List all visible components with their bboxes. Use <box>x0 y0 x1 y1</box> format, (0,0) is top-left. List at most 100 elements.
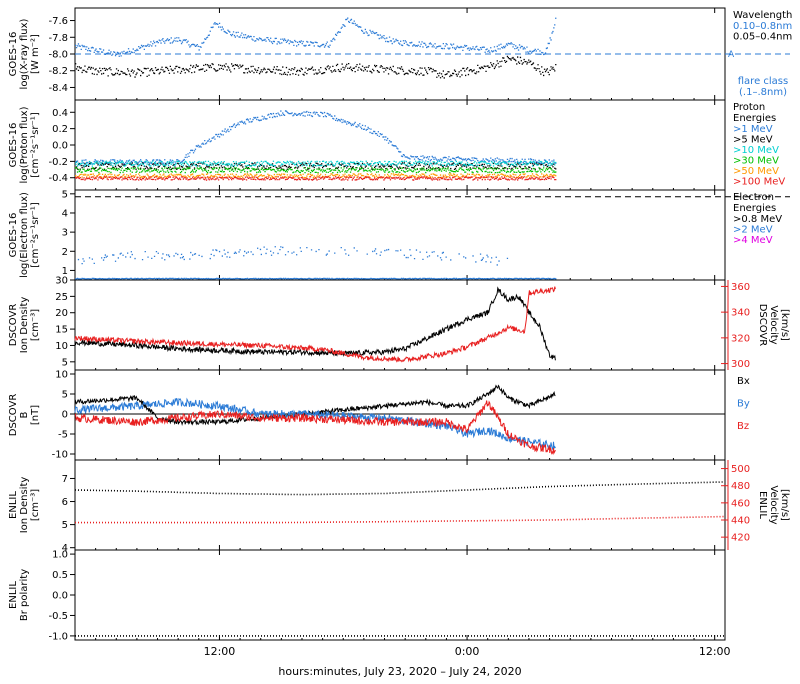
y2tick-label-enlil_density-0: 500 <box>731 464 750 475</box>
ylabel-proton-2: [cm⁻²s⁻¹sr⁻¹] <box>30 112 41 178</box>
ytick-label-dscovr_b-2: 0 <box>62 410 68 421</box>
series-points-proton-5 <box>75 176 557 181</box>
ytick-label-dscovr_density-4: 10 <box>55 341 68 352</box>
ytick-label-proton-3: -0.2 <box>48 157 68 168</box>
legend-entry-xray-0: 0.10–0.8nm <box>733 21 792 32</box>
legend-entry-proton-5: >100 MeV <box>733 177 785 188</box>
ytick-label-xray-1: -7.8 <box>48 33 68 44</box>
ylabel-enlil_polarity-0: ENLIL <box>8 581 19 609</box>
series-line-enlil_density-1 <box>75 515 725 524</box>
series-points-electron-0 <box>77 246 509 266</box>
legend-entry-proton-0: >1 MeV <box>733 124 773 135</box>
panel-frame-electron <box>74 189 726 281</box>
series-line-enlil_density-0 <box>75 481 725 496</box>
y2tick-label-enlil_density-3: 440 <box>731 516 750 527</box>
series-electron-0 <box>77 246 509 266</box>
series-proton-4 <box>75 173 557 179</box>
y2label-enlil_density-2: [km/s] <box>779 489 790 521</box>
ytick-label-xray-4: -8.4 <box>48 83 68 94</box>
ylabel-dscovr_b-0: DSCOVR <box>8 394 19 437</box>
legend-entry-electron-2: >4 MeV <box>733 235 773 246</box>
y2tick-label-enlil_density-1: 480 <box>731 481 750 492</box>
ytick-label-proton-1: 0.2 <box>52 124 68 135</box>
ytick-label-dscovr_density-1: 25 <box>55 292 68 303</box>
legend-entry-xray-1: 0.05–0.4nm <box>733 32 792 43</box>
ytick-label-xray-2: -8.0 <box>48 50 68 61</box>
series-points-xray-1 <box>75 55 557 79</box>
series-points-proton-4 <box>75 173 557 179</box>
ytick-label-enlil_density-1: 6 <box>62 497 68 508</box>
ytick-label-electron-0: 5 <box>62 189 68 200</box>
ytick-label-proton-2: 0.0 <box>52 141 68 152</box>
ytick-label-proton-4: -0.4 <box>48 173 68 184</box>
y2label-enlil_density-1: Velocity <box>768 485 779 524</box>
ytick-label-electron-3: 2 <box>62 247 68 258</box>
legend-entry-electron-1: >2 MeV <box>733 225 773 236</box>
series-points-proton-2 <box>75 160 557 167</box>
x-axis-label: hours:minutes, July 23, 2020 – July 24, … <box>278 665 521 678</box>
legend-title-xray-0: Wavelength <box>733 10 792 21</box>
ytick-label-enlil_polarity-3: -0.5 <box>48 611 68 622</box>
ylabel-electron-1: log(Electron flux) <box>19 192 30 278</box>
ytick-label-xray-0: -7.6 <box>48 16 68 27</box>
y2label-dscovr_density-0: DSCOVR <box>757 304 768 347</box>
legend-title-proton-1: Energies <box>733 113 776 124</box>
ylabel-dscovr_b-2: [nT] <box>30 405 41 425</box>
series-dscovr_b-2 <box>74 400 556 456</box>
y2tick-label-dscovr_density-3: 300 <box>731 359 750 370</box>
ylabel-xray-1: log(X-ray flux) <box>19 18 30 89</box>
ytick-label-enlil_polarity-2: 0.0 <box>52 591 68 602</box>
panel-frame-enlil_polarity <box>74 549 726 641</box>
xtick-label-0: 12:00 <box>204 645 236 658</box>
series-points-xray-0 <box>75 17 557 57</box>
series-line-dscovr_b-2 <box>74 400 556 456</box>
ytick-label-dscovr_density-5: 5 <box>62 357 68 368</box>
ytick-label-dscovr_density-3: 15 <box>55 325 68 336</box>
y2label-enlil_density-0: ENLIL <box>757 491 768 519</box>
y2tick-label-enlil_density-2: 460 <box>731 498 750 509</box>
ytick-label-electron-4: 1 <box>62 266 68 277</box>
ytick-label-enlil_density-2: 5 <box>62 520 68 531</box>
ylabel-electron-0: GOES-16 <box>8 213 19 258</box>
ylabel-proton-1: log(Proton flux) <box>19 106 30 183</box>
ylabel-dscovr_density-2: [cm⁻³] <box>30 309 41 341</box>
ylabel-proton-0: GOES-16 <box>8 123 19 168</box>
ytick-label-enlil_polarity-0: 1.0 <box>52 550 68 561</box>
series-points-proton-0 <box>75 110 557 166</box>
ytick-label-dscovr_b-4: -10 <box>52 450 68 461</box>
ylabel-dscovr_density-0: DSCOVR <box>8 304 19 347</box>
legend-entry-proton-3: >30 MeV <box>733 156 779 167</box>
ylabel-enlil_polarity-1: Br polarity <box>19 569 30 621</box>
y2tick-label-dscovr_density-0: 360 <box>731 282 750 293</box>
ytick-label-proton-0: 0.4 <box>52 108 68 119</box>
legend-entry-dscovr_b-1: By <box>737 399 750 410</box>
ytick-label-dscovr_b-1: 5 <box>62 390 68 401</box>
legend-title-electron-1: Energies <box>733 203 776 214</box>
ytick-label-enlil_polarity-1: 0.5 <box>52 570 68 581</box>
ylabel-enlil_density-2: [cm⁻³] <box>30 489 41 521</box>
series-dscovr_density-1 <box>74 286 556 363</box>
legend-entry-proton-1: >5 MeV <box>733 135 773 146</box>
series-proton-5 <box>75 176 557 181</box>
legend-entry-electron-0: >0.8 MeV <box>733 214 782 225</box>
legend-title-electron-0: Electron <box>733 192 774 203</box>
series-dscovr_density-0 <box>74 286 556 361</box>
ylabel-dscovr_b-1: B <box>19 411 30 418</box>
ytick-label-xray-3: -8.2 <box>48 66 68 77</box>
xtick-label-1: 0:00 <box>455 645 480 658</box>
ytick-label-dscovr_density-2: 20 <box>55 308 68 319</box>
series-xray-1 <box>75 55 557 79</box>
ylabel-xray-2: [W m⁻²] <box>30 34 41 74</box>
y2tick-label-dscovr_density-1: 340 <box>731 308 750 319</box>
series-xray-0 <box>75 17 557 57</box>
ytick-label-dscovr_b-0: 10 <box>55 370 68 381</box>
ylabel-electron-2: [cm⁻²s⁻¹sr⁻¹] <box>30 202 41 268</box>
legend-note-xray-1: (.1–.8nm) <box>739 87 787 98</box>
ytick-label-enlil_density-3: 4 <box>62 543 68 554</box>
ylabel-dscovr_density-1: Ion Density <box>19 297 30 354</box>
series-proton-0 <box>75 110 557 166</box>
legend-note-xray-0: flare class <box>738 76 788 87</box>
ylabel-enlil_density-1: Ion Density <box>19 477 30 534</box>
ytick-label-dscovr_b-3: -5 <box>58 430 68 441</box>
